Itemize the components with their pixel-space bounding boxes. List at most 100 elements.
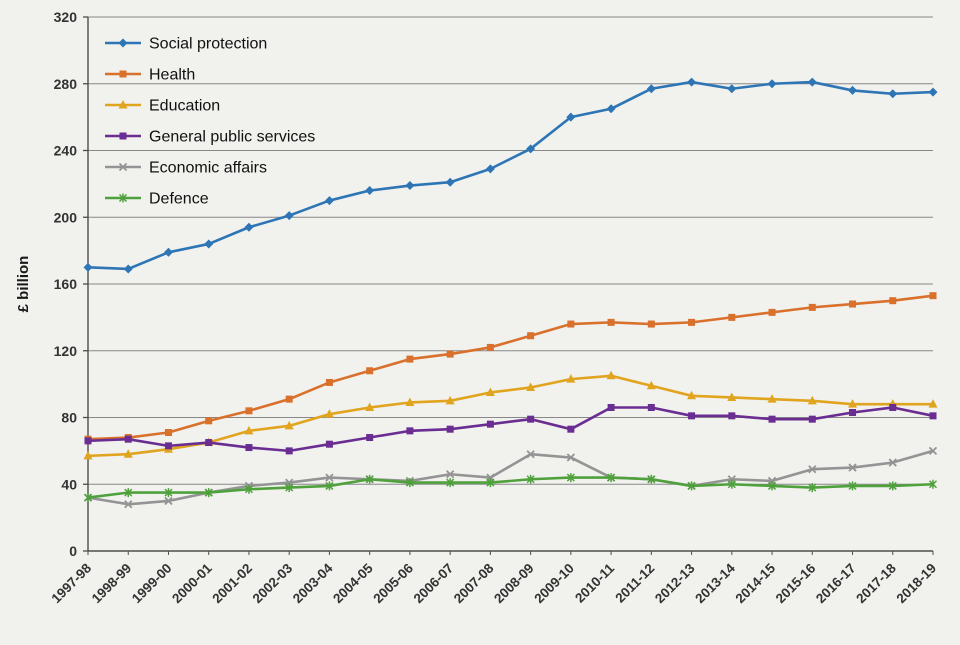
marker-square [929,412,937,420]
legend-label: Health [149,67,195,84]
series-line-education [87,374,933,458]
x-tick-label: 2016-17 [813,561,859,607]
marker-triangle [646,380,656,390]
marker-square [164,442,172,450]
marker-square [325,440,333,448]
marker-x [118,162,128,172]
y-tick-label: 0 [69,543,77,559]
marker-x [164,496,173,506]
marker-square [446,350,454,358]
x-tick-label: 2017-18 [853,560,899,606]
marker-star [244,484,253,494]
marker-triangle [123,449,133,458]
marker-triangle [324,409,334,418]
marker-triangle [284,420,294,430]
marker-square [285,447,293,455]
marker-square [567,425,575,433]
marker-star [486,478,495,488]
marker-diamond [445,177,455,187]
marker-square [164,429,172,437]
marker-square [366,434,374,442]
series-line-social-protection [87,80,934,271]
marker-diamond [83,262,93,272]
marker-star [285,483,294,493]
x-tick-label: 2012-13 [652,560,698,606]
marker-star [647,474,656,484]
y-tick-label: 160 [54,276,78,292]
marker-square [728,313,736,321]
marker-diamond [646,84,656,94]
marker-x [848,463,857,472]
marker-square [119,132,127,140]
legend-label: Social protection [149,36,267,53]
marker-triangle [485,387,495,396]
x-tick-label: 2000-01 [169,560,215,606]
marker-square [446,425,454,433]
marker-x [124,500,133,509]
marker-star [405,478,414,488]
marker-x [325,473,334,482]
marker-square [808,303,816,311]
marker-star [768,481,777,491]
y-axis-title: £ billion [15,256,32,313]
marker-x [566,453,575,462]
y-tick-label: 40 [61,476,77,492]
marker-diamond [485,164,495,174]
marker-triangle [83,450,93,460]
marker-square [808,415,816,423]
marker-triangle [848,399,858,408]
marker-diamond [526,144,536,154]
y-tick-label: 80 [61,410,77,426]
marker-triangle [606,370,616,380]
marker-square [849,300,857,308]
marker-star [526,474,535,484]
marker-diamond [566,112,576,122]
marker-square [607,403,615,411]
marker-square [245,444,253,452]
marker-square [607,318,615,326]
marker-square [647,320,655,328]
x-tick-label: 1999-00 [129,561,175,607]
marker-triangle [118,100,128,109]
y-tick-label: 280 [54,76,78,92]
marker-star [928,479,938,489]
marker-diamond [123,264,133,274]
x-tick-label: 2018-19 [893,561,939,607]
marker-square [245,407,253,415]
x-tick-label: 2013-14 [692,560,738,606]
marker-diamond [687,77,697,87]
x-tick-label: 2006-07 [411,561,457,607]
marker-square [768,415,776,423]
marker-star [325,481,334,491]
marker-diamond [767,79,777,89]
y-tick-label: 320 [54,9,78,25]
marker-x [808,465,817,474]
y-tick-label: 240 [54,143,78,159]
marker-square [205,417,213,425]
marker-triangle [687,390,697,400]
marker-triangle [445,395,455,405]
marker-square [768,308,776,316]
marker-star [808,483,817,493]
marker-diamond [204,239,214,249]
marker-star [888,481,897,491]
marker-diamond [928,87,938,97]
marker-star [164,488,173,498]
x-tick-label: 2015-16 [773,560,819,606]
marker-square [567,320,575,328]
marker-diamond [163,247,173,257]
marker-star [83,493,93,503]
y-tick-label: 200 [54,209,78,225]
x-tick-label: 2010-11 [572,560,617,605]
marker-diamond [807,77,817,87]
x-tick-label: 2004-05 [330,560,376,606]
marker-diamond [118,38,128,48]
marker-diamond [606,104,616,114]
legend-label: Economic affairs [149,160,267,177]
marker-triangle [405,397,415,406]
marker-square [285,395,293,403]
marker-square [688,412,696,420]
marker-star [446,478,455,488]
